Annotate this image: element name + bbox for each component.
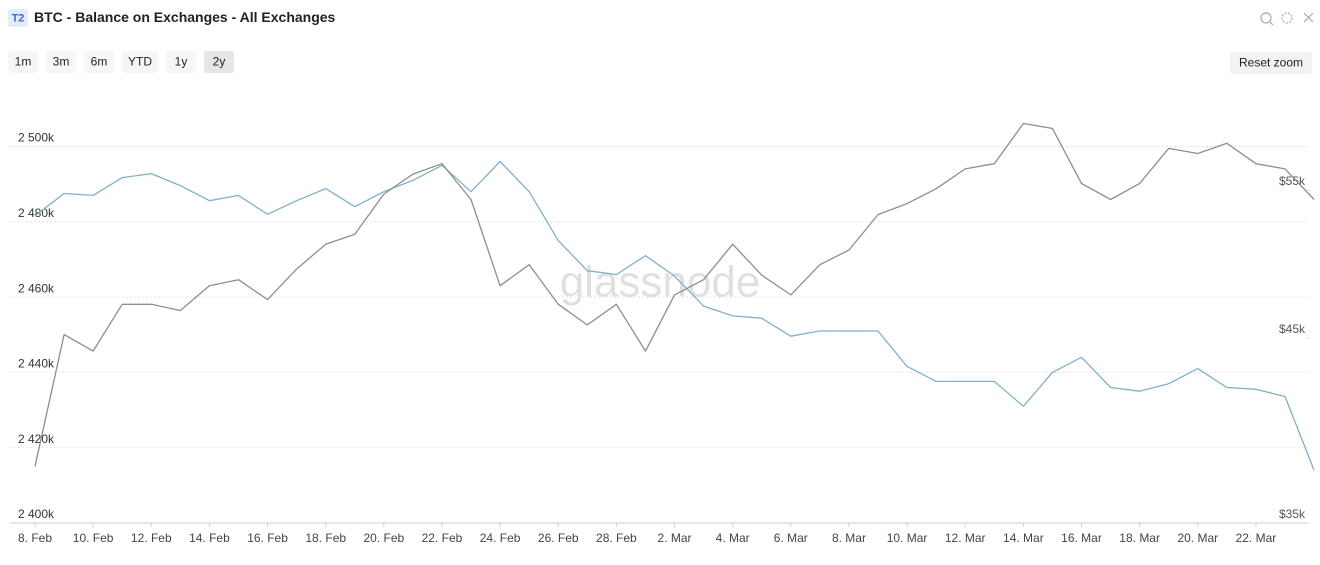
series-line [34, 122, 1315, 467]
x-tick-label: 10. Mar [887, 531, 928, 545]
range-button-label: YTD [128, 55, 152, 69]
x-tick-label: 10. Feb [73, 531, 114, 545]
x-tick-label: 6. Mar [774, 531, 808, 545]
settings-icon[interactable] [1281, 12, 1293, 24]
y-tick-label: 2 500k [18, 131, 55, 145]
reset-zoom-button[interactable] [1230, 52, 1312, 74]
x-tick-label: 8. Mar [832, 531, 866, 545]
close-icon [1303, 12, 1314, 23]
range-button[interactable] [166, 51, 196, 73]
x-tick-label: 24. Feb [480, 531, 521, 545]
range-button[interactable] [8, 51, 38, 73]
x-tick-label: 12. Mar [945, 531, 986, 545]
y-tick-label: 2 440k [18, 357, 55, 371]
chart-title: BTC - Balance on Exchanges - All Exchang… [34, 9, 336, 25]
x-tick-label: 2. Mar [658, 531, 692, 545]
watermark: glassnode [560, 258, 761, 307]
y-tick-label: 2 480k [18, 206, 55, 220]
badge-bg [8, 9, 28, 27]
x-tick-label: 14. Feb [189, 531, 230, 545]
y-tick-label: 2 420k [18, 432, 55, 446]
x-tick-label: 16. Mar [1061, 531, 1102, 545]
x-tick-label: 26. Feb [538, 531, 579, 545]
reset-zoom-label: Reset zoom [1239, 56, 1303, 70]
y-tick-label: 2 400k [18, 507, 55, 521]
zoom-icon-handle [1269, 21, 1274, 26]
series-line [34, 160, 1315, 471]
badge: T2 [12, 12, 25, 24]
range-button-label: 3m [53, 55, 70, 69]
range-button-label: 6m [91, 55, 108, 69]
x-tick-label: 12. Feb [131, 531, 172, 545]
header-icons [1260, 12, 1314, 26]
y2-tick-label: $45k [1279, 322, 1306, 336]
x-tick-label: 8. Feb [18, 531, 52, 545]
x-tick-label: 14. Mar [1003, 531, 1044, 545]
range-button[interactable] [46, 51, 76, 73]
range-button[interactable] [122, 51, 158, 73]
x-tick-label: 4. Mar [716, 531, 750, 545]
range-button[interactable] [84, 51, 114, 73]
x-tick-label: 22. Mar [1236, 531, 1277, 545]
range-buttons: 1m 3m 6m YTD 1y 2y [8, 51, 234, 73]
range-button-label: 2y [213, 55, 226, 69]
x-tick-label: 18. Mar [1119, 531, 1160, 545]
zoom-icon[interactable] [1260, 12, 1272, 24]
x-tick-label: 28. Feb [596, 531, 637, 545]
x-tick-label: 20. Feb [363, 531, 404, 545]
range-button[interactable] [204, 51, 234, 73]
x-tick-label: 20. Mar [1177, 531, 1218, 545]
range-button-label: 1y [175, 55, 188, 69]
range-button-label: 1m [15, 55, 32, 69]
x-tick-label: 16. Feb [247, 531, 288, 545]
y-tick-label: 2 460k [18, 281, 55, 295]
x-tick-label: 22. Feb [422, 531, 463, 545]
y2-tick-label: $35k [1279, 507, 1306, 521]
x-tick-label: 18. Feb [305, 531, 346, 545]
